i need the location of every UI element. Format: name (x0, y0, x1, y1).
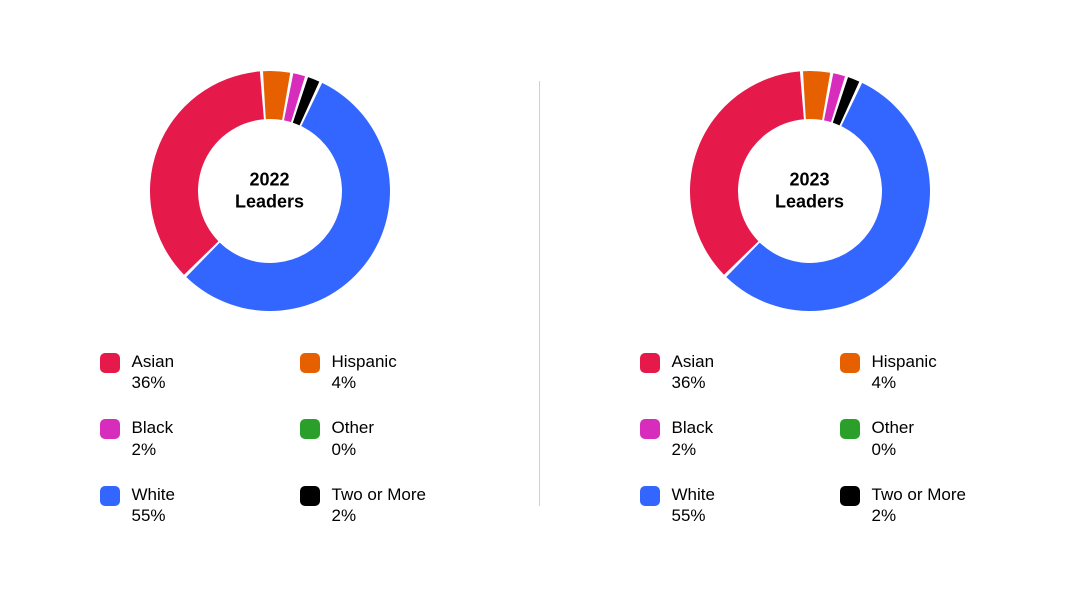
legend-swatch (100, 353, 120, 373)
donut-center-label: 2023 Leaders (775, 168, 844, 213)
legend-text: Asian36% (132, 351, 175, 394)
panel-2023: 2023 Leaders Asian36%Hispanic4%Black2%Ot… (540, 41, 1079, 567)
legend-text: Hispanic4% (332, 351, 397, 394)
legend-text: Asian36% (672, 351, 715, 394)
legend-swatch (300, 486, 320, 506)
legend-2023: Asian36%Hispanic4%Black2%Other0%White55%… (640, 351, 980, 527)
legend-value: 2% (132, 439, 174, 460)
chart-container: 2022 Leaders Asian36%Hispanic4%Black2%Ot… (0, 41, 1079, 567)
legend-value: 0% (872, 439, 915, 460)
legend-value: 36% (672, 372, 715, 393)
legend-item: Asian36% (100, 351, 240, 394)
legend-text: Hispanic4% (872, 351, 937, 394)
legend-label: Asian (672, 351, 715, 372)
donut-title-line1: 2022 (235, 168, 304, 191)
legend-text: Two or More2% (872, 484, 966, 527)
legend-label: Two or More (872, 484, 966, 505)
donut-title-line2: Leaders (235, 191, 304, 214)
legend-label: Hispanic (332, 351, 397, 372)
legend-item: Other0% (840, 417, 980, 460)
legend-item: Hispanic4% (300, 351, 440, 394)
legend-value: 36% (132, 372, 175, 393)
donut-title-line1: 2023 (775, 168, 844, 191)
legend-swatch (840, 353, 860, 373)
legend-text: White55% (672, 484, 715, 527)
legend-text: Black2% (132, 417, 174, 460)
legend-value: 2% (332, 505, 426, 526)
legend-swatch (300, 419, 320, 439)
legend-value: 0% (332, 439, 375, 460)
legend-text: Other0% (872, 417, 915, 460)
legend-swatch (840, 486, 860, 506)
legend-label: Other (872, 417, 915, 438)
legend-item: White55% (100, 484, 240, 527)
legend-text: Black2% (672, 417, 714, 460)
legend-item: White55% (640, 484, 780, 527)
legend-label: Black (132, 417, 174, 438)
legend-swatch (100, 419, 120, 439)
legend-swatch (840, 419, 860, 439)
legend-item: Other0% (300, 417, 440, 460)
legend-value: 55% (132, 505, 175, 526)
legend-item: Two or More2% (300, 484, 440, 527)
legend-2022: Asian36%Hispanic4%Black2%Other0%White55%… (100, 351, 440, 527)
legend-swatch (300, 353, 320, 373)
legend-item: Hispanic4% (840, 351, 980, 394)
legend-value: 2% (872, 505, 966, 526)
legend-item: Black2% (100, 417, 240, 460)
legend-text: White55% (132, 484, 175, 527)
donut-center-label: 2022 Leaders (235, 168, 304, 213)
legend-label: Black (672, 417, 714, 438)
legend-label: Other (332, 417, 375, 438)
legend-label: White (672, 484, 715, 505)
legend-swatch (640, 419, 660, 439)
legend-value: 4% (872, 372, 937, 393)
legend-item: Two or More2% (840, 484, 980, 527)
legend-label: Asian (132, 351, 175, 372)
donut-title-line2: Leaders (775, 191, 844, 214)
donut-2023: 2023 Leaders (690, 71, 930, 311)
legend-item: Asian36% (640, 351, 780, 394)
legend-text: Two or More2% (332, 484, 426, 527)
legend-label: Two or More (332, 484, 426, 505)
legend-item: Black2% (640, 417, 780, 460)
legend-swatch (100, 486, 120, 506)
panel-2022: 2022 Leaders Asian36%Hispanic4%Black2%Ot… (0, 41, 539, 567)
legend-value: 55% (672, 505, 715, 526)
donut-2022: 2022 Leaders (150, 71, 390, 311)
legend-swatch (640, 486, 660, 506)
legend-text: Other0% (332, 417, 375, 460)
legend-label: White (132, 484, 175, 505)
legend-value: 2% (672, 439, 714, 460)
legend-value: 4% (332, 372, 397, 393)
legend-swatch (640, 353, 660, 373)
legend-label: Hispanic (872, 351, 937, 372)
